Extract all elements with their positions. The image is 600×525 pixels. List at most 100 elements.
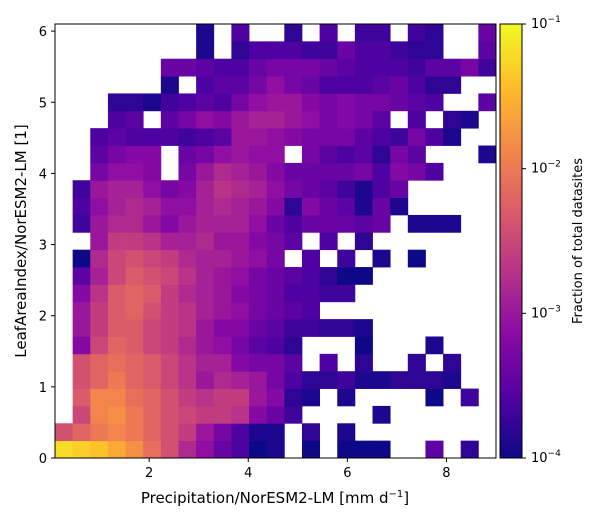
heatmap-cell	[178, 93, 197, 112]
heatmap-cell	[337, 110, 356, 129]
heatmap-cell	[372, 162, 391, 181]
heatmap-cell	[266, 76, 285, 94]
heatmap-cell	[178, 214, 197, 233]
heatmap-cell	[196, 76, 215, 94]
heatmap-cell	[266, 214, 285, 233]
heatmap-cell	[143, 93, 162, 112]
heatmap-cell	[319, 197, 338, 216]
heatmap-cell	[478, 41, 497, 60]
heatmap-cell	[178, 405, 197, 424]
heatmap-cell	[301, 371, 320, 389]
heatmap-cell	[107, 267, 126, 285]
heatmap-cell	[319, 353, 338, 372]
x-axis-label: Precipitation/NorESM2-LM [mm d−1]	[141, 489, 409, 507]
heatmap-cell	[425, 440, 444, 459]
heatmap-cell	[301, 301, 320, 320]
heatmap-cell	[107, 440, 126, 459]
colorbar-tick-label: 10−1	[531, 15, 561, 32]
heatmap-cell	[160, 197, 179, 216]
heatmap-cell	[337, 371, 356, 389]
heatmap-cell	[478, 24, 497, 42]
heatmap-cell	[249, 423, 268, 442]
heatmap-cell	[125, 214, 144, 233]
heatmap-cell	[266, 145, 285, 164]
heatmap-cell	[178, 58, 197, 77]
heatmap-cell	[354, 162, 373, 181]
heatmap-cell	[266, 405, 285, 424]
heatmap-cell	[143, 214, 162, 233]
heatmap-cell	[72, 301, 91, 320]
heatmap-cell	[160, 93, 179, 112]
heatmap-cell	[249, 162, 268, 181]
heatmap-cell	[266, 336, 285, 355]
heatmap-cell	[372, 145, 391, 164]
heatmap-cell	[213, 405, 232, 424]
heatmap-cell	[125, 336, 144, 355]
heatmap-cell	[354, 128, 373, 146]
heatmap-cell	[266, 371, 285, 389]
y-tick-label: 3	[39, 239, 47, 254]
heatmap-cell	[196, 24, 215, 42]
heatmap-cell	[372, 76, 391, 94]
heatmap-cell	[249, 232, 268, 251]
heatmap-cell	[478, 58, 497, 77]
heatmap-cell	[90, 162, 109, 181]
heatmap-cell	[460, 440, 479, 459]
heatmap-cell	[407, 353, 426, 372]
heatmap-cell	[196, 336, 215, 355]
heatmap-cell	[390, 93, 409, 112]
heatmap-cell	[301, 145, 320, 164]
heatmap-cell	[354, 197, 373, 216]
heatmap-cell	[231, 353, 250, 372]
heatmap-cell	[337, 284, 356, 303]
heatmap-cell	[160, 353, 179, 372]
heatmap-cell	[249, 440, 268, 459]
heatmap-cell	[160, 371, 179, 389]
heatmap-cell	[90, 267, 109, 285]
heatmap-cell	[72, 180, 91, 198]
heatmap-cell	[143, 405, 162, 424]
heatmap-cell	[301, 58, 320, 77]
heatmap-cell	[143, 232, 162, 251]
heatmap-cell	[231, 267, 250, 285]
heatmap-cell	[337, 319, 356, 337]
heatmap-cell	[301, 214, 320, 233]
heatmap-cell	[160, 180, 179, 198]
heatmap-cell	[249, 58, 268, 77]
heatmap-cell	[319, 180, 338, 198]
heatmap-cell	[196, 249, 215, 268]
heatmap-cell	[90, 128, 109, 146]
heatmap-cell	[249, 405, 268, 424]
heatmap-cell	[72, 284, 91, 303]
heatmap-cell	[125, 284, 144, 303]
heatmap-cell	[266, 423, 285, 442]
heatmap-cell	[390, 197, 409, 216]
heatmap-cell	[231, 371, 250, 389]
heatmap-cell	[72, 353, 91, 372]
heatmap-cell	[284, 58, 303, 77]
heatmap-cell	[72, 267, 91, 285]
heatmap-cell	[337, 214, 356, 233]
heatmap-cell	[196, 301, 215, 320]
heatmap-cell	[72, 249, 91, 268]
heatmap-cell	[319, 24, 338, 42]
heatmap-cell	[354, 76, 373, 94]
heatmap-cell	[231, 284, 250, 303]
heatmap-cell	[196, 319, 215, 337]
heatmap-cell	[72, 214, 91, 233]
heatmap-cell	[407, 93, 426, 112]
heatmap-cell	[107, 214, 126, 233]
heatmap-cell	[213, 336, 232, 355]
heatmap-cell	[354, 336, 373, 355]
heatmap-cell	[107, 353, 126, 372]
heatmap-cell	[284, 93, 303, 112]
heatmap-cell	[72, 440, 91, 459]
heatmap-cell	[249, 353, 268, 372]
heatmap-cell	[407, 371, 426, 389]
heatmap-cell	[319, 162, 338, 181]
heatmap-cell	[196, 110, 215, 129]
heatmap-cell	[213, 232, 232, 251]
heatmap-cell	[284, 110, 303, 129]
heatmap-cell	[178, 388, 197, 407]
heatmap-cell	[125, 145, 144, 164]
